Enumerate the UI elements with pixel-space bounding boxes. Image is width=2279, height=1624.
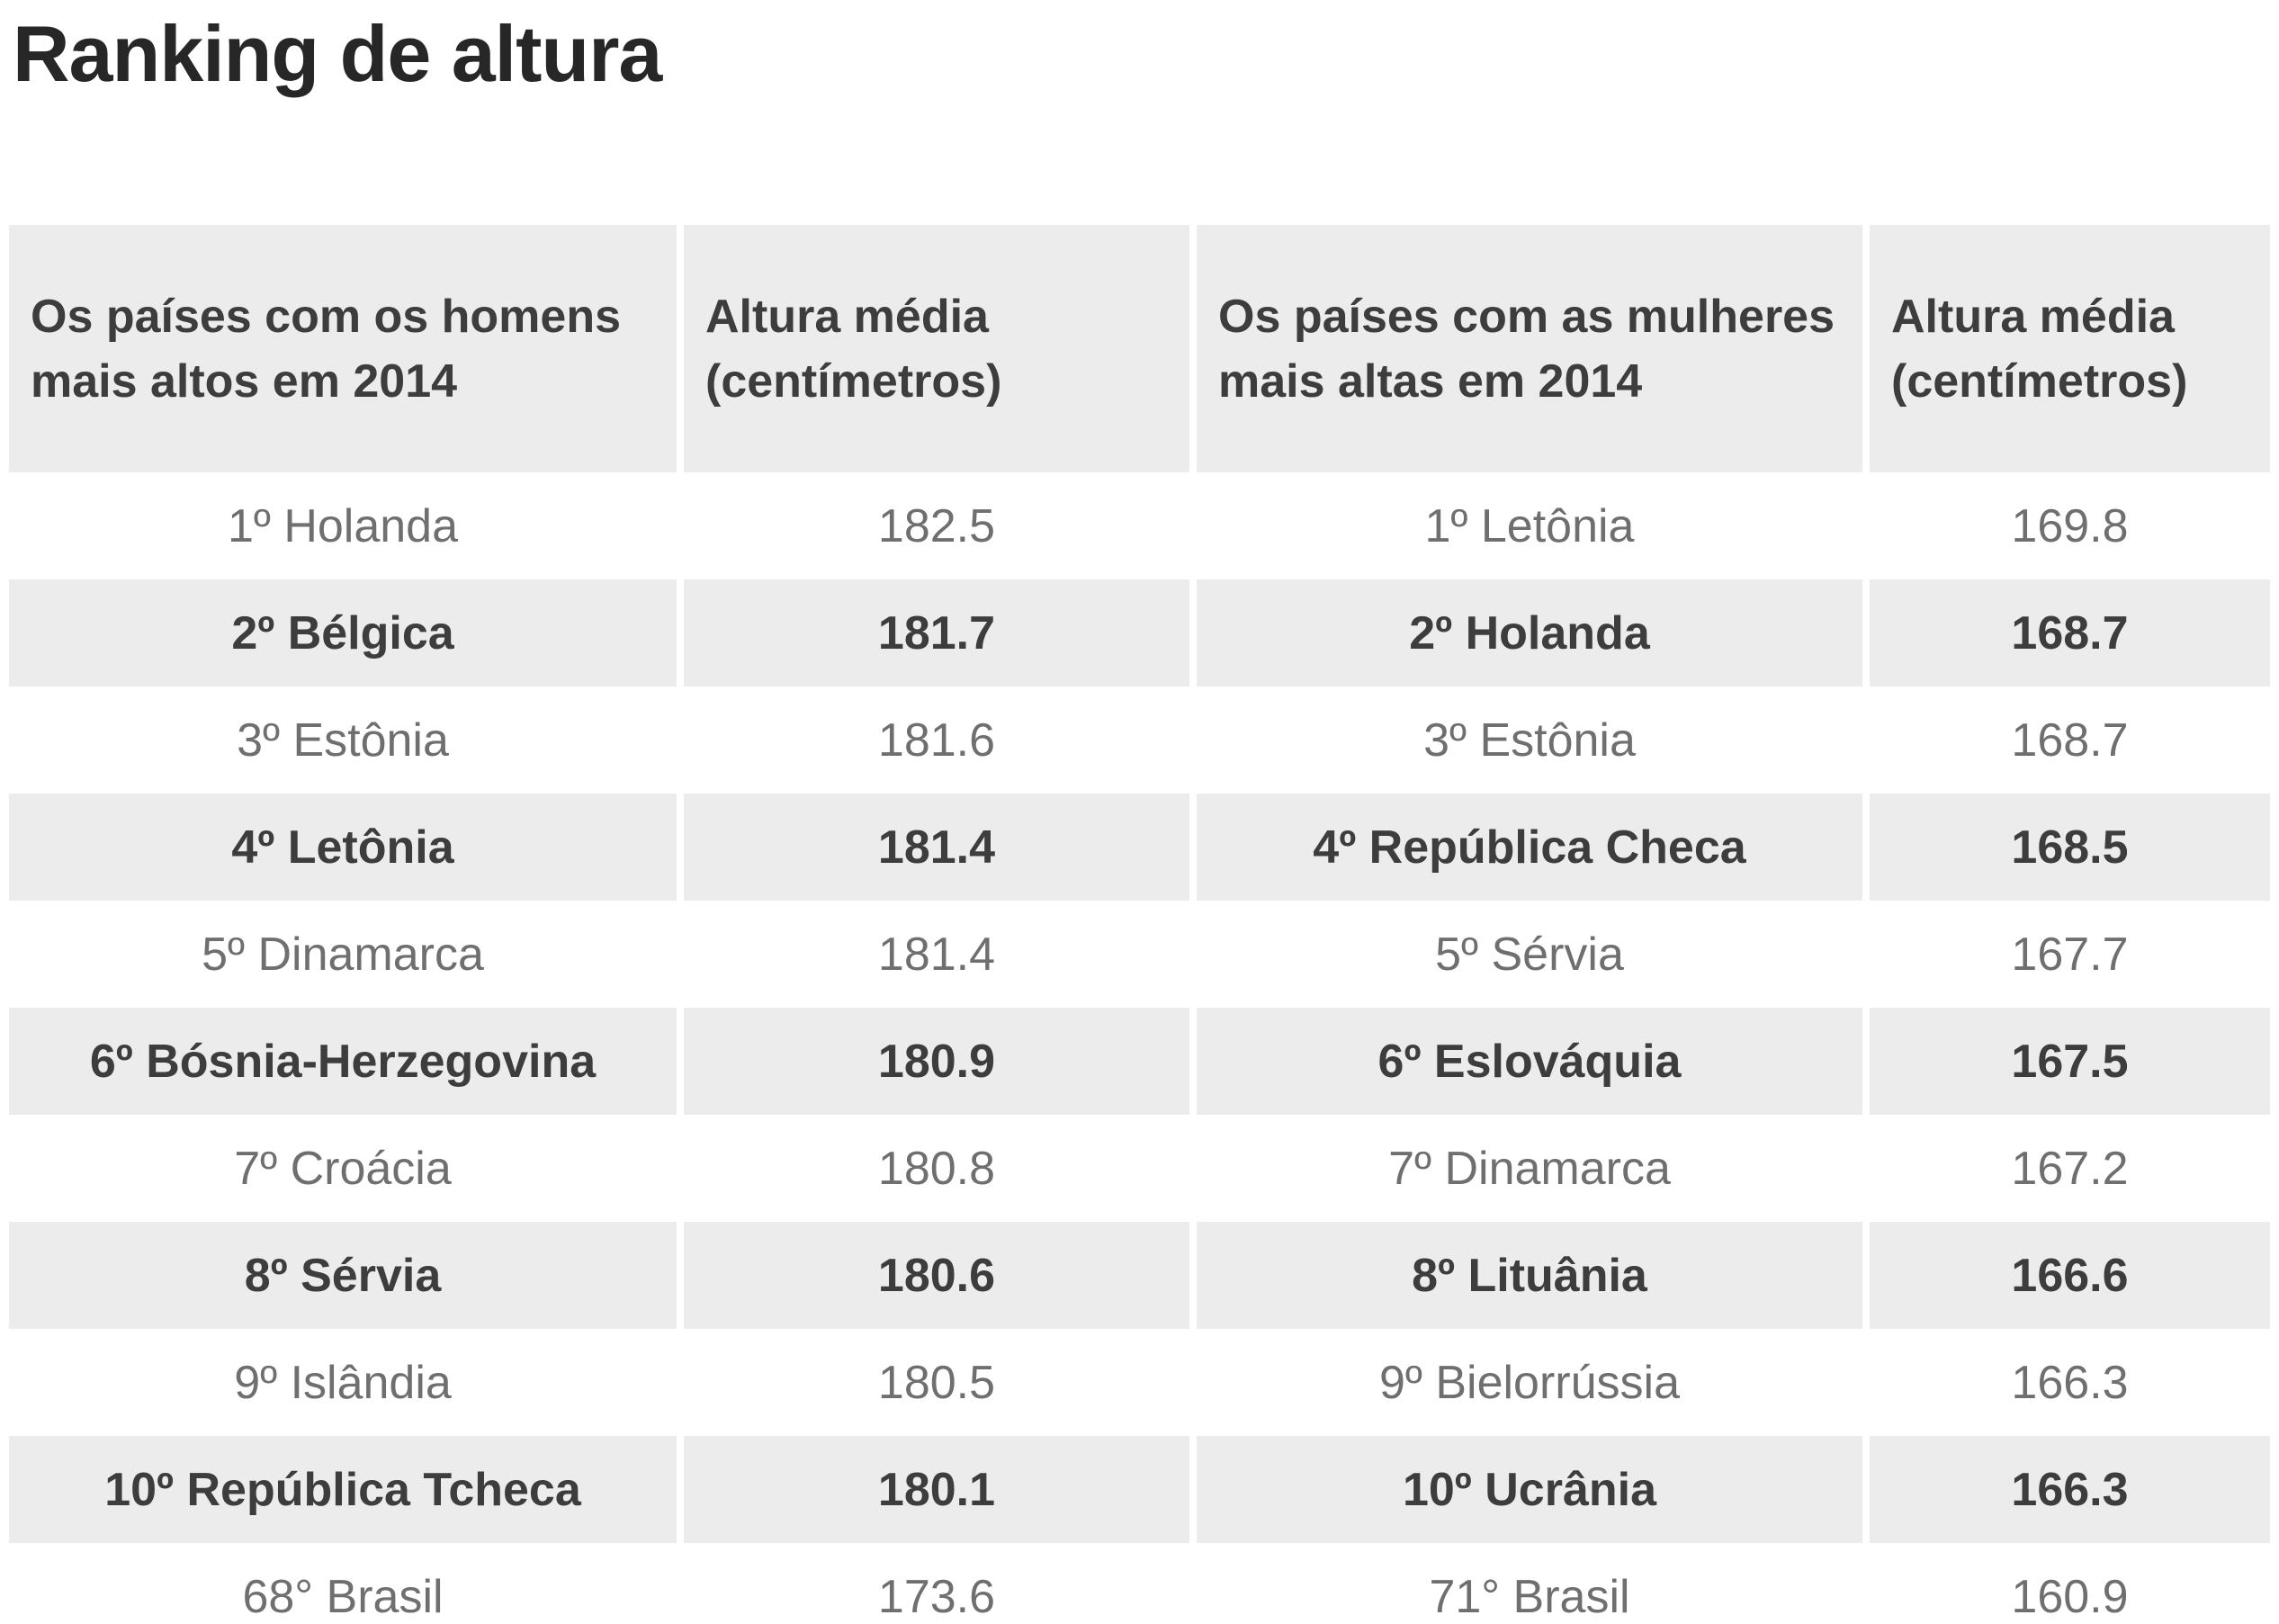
table-row: 10º República Tcheca 180.1 10º Ucrânia 1… (9, 1436, 2270, 1543)
table-row: 4º Letônia 181.4 4º República Checa 168.… (9, 794, 2270, 901)
cell-women-height: 169.8 (1862, 472, 2270, 579)
cell-men-height: 181.4 (677, 901, 1189, 1008)
header-cell-men-height: Altura média (centímetros) (677, 225, 1189, 472)
cell-men-height: 180.5 (677, 1329, 1189, 1436)
cell-men-country: 1º Holanda (9, 472, 677, 579)
cell-women-height: 167.7 (1862, 901, 2270, 1008)
cell-women-country: 5º Sérvia (1189, 901, 1862, 1008)
cell-women-height: 168.7 (1862, 686, 2270, 794)
cell-men-country: 10º República Tcheca (9, 1436, 677, 1543)
cell-men-height: 181.4 (677, 794, 1189, 901)
table-row: 2º Bélgica 181.7 2º Holanda 168.7 (9, 579, 2270, 686)
cell-men-country: 9º Islândia (9, 1329, 677, 1436)
cell-women-height: 166.6 (1862, 1222, 2270, 1329)
cell-men-country: 2º Bélgica (9, 579, 677, 686)
page-title: Ranking de altura (13, 9, 662, 98)
cell-women-height: 166.3 (1862, 1436, 2270, 1543)
cell-women-country: 9º Bielorrússia (1189, 1329, 1862, 1436)
header-cell-women-height: Altura média (centímetros) (1862, 225, 2270, 472)
cell-women-height: 166.3 (1862, 1329, 2270, 1436)
cell-women-height: 168.7 (1862, 579, 2270, 686)
table-row: 8º Sérvia 180.6 8º Lituânia 166.6 (9, 1222, 2270, 1329)
height-ranking-table: Os países com os homens mais altos em 20… (9, 225, 2270, 1624)
cell-men-height: 180.1 (677, 1436, 1189, 1543)
table-row: 6º Bósnia-Herzegovina 180.9 6º Eslováqui… (9, 1008, 2270, 1115)
cell-women-country: 10º Ucrânia (1189, 1436, 1862, 1543)
table-header: Os países com os homens mais altos em 20… (9, 225, 2270, 472)
cell-women-country: 3º Estônia (1189, 686, 1862, 794)
ranking-table-body: 1º Holanda 182.5 1º Letônia 169.8 2º Bél… (9, 472, 2270, 1624)
cell-women-height: 160.9 (1862, 1543, 2270, 1624)
cell-men-country: 5º Dinamarca (9, 901, 677, 1008)
cell-men-country: 8º Sérvia (9, 1222, 677, 1329)
table-row: 68° Brasil 173.6 71° Brasil 160.9 (9, 1543, 2270, 1624)
cell-women-country: 4º República Checa (1189, 794, 1862, 901)
cell-women-country: 8º Lituânia (1189, 1222, 1862, 1329)
cell-men-height: 173.6 (677, 1543, 1189, 1624)
cell-men-height: 181.6 (677, 686, 1189, 794)
table-row: 5º Dinamarca 181.4 5º Sérvia 167.7 (9, 901, 2270, 1008)
header-cell-women-country: Os países com as mulheres mais altas em … (1189, 225, 1862, 472)
table-row: 7º Croácia 180.8 7º Dinamarca 167.2 (9, 1115, 2270, 1222)
table-row: 9º Islândia 180.5 9º Bielorrússia 166.3 (9, 1329, 2270, 1436)
cell-men-height: 180.8 (677, 1115, 1189, 1222)
cell-men-height: 180.6 (677, 1222, 1189, 1329)
header-cell-men-country: Os países com os homens mais altos em 20… (9, 225, 677, 472)
cell-women-height: 167.5 (1862, 1008, 2270, 1115)
cell-women-height: 167.2 (1862, 1115, 2270, 1222)
cell-men-country: 3º Estônia (9, 686, 677, 794)
header-row: Os países com os homens mais altos em 20… (9, 225, 2270, 472)
cell-men-country: 68° Brasil (9, 1543, 677, 1624)
cell-women-country: 6º Eslováquia (1189, 1008, 1862, 1115)
cell-men-height: 181.7 (677, 579, 1189, 686)
cell-men-height: 182.5 (677, 472, 1189, 579)
cell-men-country: 4º Letônia (9, 794, 677, 901)
cell-women-height: 168.5 (1862, 794, 2270, 901)
cell-women-country: 71° Brasil (1189, 1543, 1862, 1624)
cell-women-country: 7º Dinamarca (1189, 1115, 1862, 1222)
cell-men-country: 6º Bósnia-Herzegovina (9, 1008, 677, 1115)
cell-women-country: 2º Holanda (1189, 579, 1862, 686)
cell-women-country: 1º Letônia (1189, 472, 1862, 579)
cell-men-country: 7º Croácia (9, 1115, 677, 1222)
cell-men-height: 180.9 (677, 1008, 1189, 1115)
table-row: 1º Holanda 182.5 1º Letônia 169.8 (9, 472, 2270, 579)
table-row: 3º Estônia 181.6 3º Estônia 168.7 (9, 686, 2270, 794)
